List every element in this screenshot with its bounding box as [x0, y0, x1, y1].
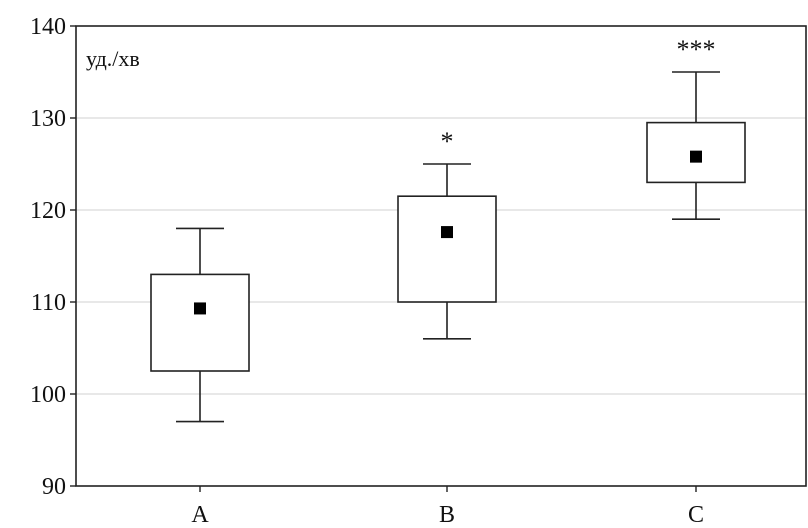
box-rect: [397, 195, 497, 303]
boxes: ****: [150, 35, 746, 423]
y-tick-label: 90: [42, 474, 66, 500]
y-tick-label: 130: [30, 106, 66, 132]
significance-label: ***: [677, 35, 716, 64]
y-tick-label: 140: [30, 14, 66, 40]
x-axis-ticks: A B C: [191, 486, 704, 528]
box-group: *: [397, 127, 497, 340]
y-tick-label: 100: [30, 382, 66, 408]
y-unit-label: уд./хв: [86, 46, 140, 71]
x-tick-label: A: [191, 502, 209, 528]
plot-frame: [75, 25, 807, 487]
mean-marker: [441, 226, 453, 239]
box-group: ***: [646, 35, 746, 220]
box-rect: [646, 121, 746, 184]
box-rect: [150, 273, 250, 372]
y-tick-label: 120: [30, 198, 66, 224]
mean-marker: [194, 302, 206, 315]
y-tick-label: 110: [31, 290, 66, 316]
y-axis-ticks: 90 100 110 120 130 140: [30, 14, 76, 500]
significance-label: *: [441, 127, 454, 156]
x-tick-label: C: [688, 502, 704, 528]
box-group: [150, 227, 250, 423]
mean-marker: [690, 150, 702, 163]
x-tick-label: B: [439, 502, 455, 528]
